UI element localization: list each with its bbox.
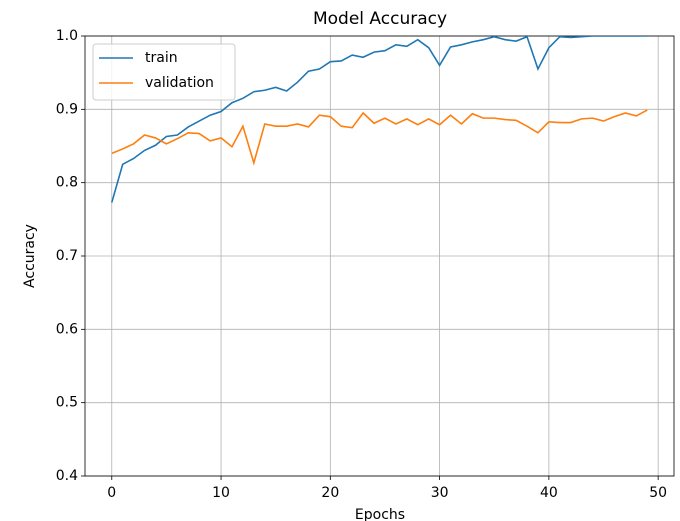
y-tick-label: 0.8 (56, 175, 78, 191)
x-tick-label: 30 (431, 485, 449, 501)
plot-area (111, 36, 648, 203)
x-tick-label: 0 (107, 485, 116, 501)
y-tick-label: 0.4 (56, 468, 78, 484)
y-tick-label: 1.0 (56, 28, 78, 44)
x-tick-label: 20 (321, 485, 339, 501)
plot-frame (84, 35, 675, 477)
chart-title: Model Accuracy (313, 9, 447, 29)
series-line (111, 36, 648, 203)
y-tick-label: 0.6 (56, 321, 78, 337)
y-tick-label: 0.9 (56, 101, 78, 117)
x-axis-label: Epochs (355, 507, 405, 521)
legend-label: validation (145, 75, 214, 91)
y-tick-label: 0.5 (56, 395, 78, 411)
x-tick-label: 40 (540, 485, 558, 501)
x-tick-label: 10 (212, 485, 230, 501)
x-tick-label: 50 (649, 485, 667, 501)
y-axis-label: Accuracy (22, 224, 38, 288)
series-line (111, 109, 648, 166)
y-tick-label: 0.7 (56, 248, 78, 264)
legend-label: train (145, 50, 178, 66)
